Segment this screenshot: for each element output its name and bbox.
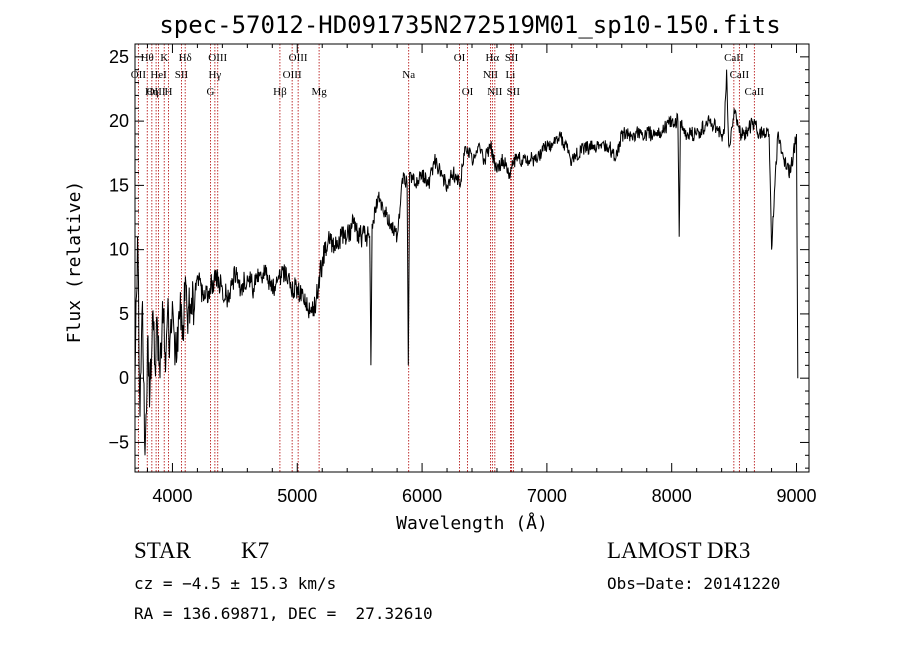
plot-frame — [134, 43, 810, 473]
y-tick-label: −5 — [108, 432, 129, 452]
x-tick-label: 9000 — [776, 486, 816, 506]
object-subclass: K7 — [241, 538, 270, 563]
line-label-4: OIII — [289, 52, 308, 64]
line-label-7: SII — [505, 52, 519, 64]
y-tick-label: 0 — [119, 368, 129, 388]
observation-date: Obs−Date: 20141220 — [607, 574, 781, 593]
line-label-9: OII — [131, 69, 147, 81]
line-label-18: OIII — [147, 86, 166, 98]
line-label-19: Hη — [145, 86, 159, 98]
series-line-0 — [134, 69, 799, 456]
object-class: STAR — [134, 538, 191, 563]
y-tick-label: 15 — [109, 175, 129, 195]
line-label-23: Mg — [311, 86, 327, 98]
line-label-6: Hα — [485, 52, 499, 64]
spectrum-series — [134, 69, 799, 456]
line-label-15: NII — [483, 69, 499, 81]
x-axis: 4000 5000 6000 7000 8000 9000 — [146, 44, 817, 506]
line-label-1: K — [160, 52, 168, 64]
y-tick-label: 10 — [109, 240, 129, 260]
line-label-11: SII — [175, 69, 189, 81]
survey-name: LAMOST DR3 — [607, 538, 751, 563]
line-label-17: CaII — [730, 69, 750, 81]
line-label-21: G — [207, 86, 215, 98]
y-tick-label: 25 — [109, 47, 129, 67]
y-tick-label: 5 — [119, 304, 129, 324]
x-tick-label: 6000 — [402, 486, 442, 506]
line-label-12: Hγ — [208, 69, 221, 81]
x-tick-label: 8000 — [652, 486, 692, 506]
line-label-3: OIII — [208, 52, 227, 64]
line-label-2: Hδ — [179, 52, 192, 64]
line-label-16: Li — [506, 69, 516, 81]
line-label-27: CaII — [745, 86, 765, 98]
line-label-26: SII — [507, 86, 521, 98]
line-label-10: HeI — [150, 69, 167, 81]
line-label-13: OIII — [283, 69, 302, 81]
line-label-8: CaII — [724, 52, 744, 64]
line-label-14: Na — [402, 69, 415, 81]
spectral-line-markers — [137, 44, 755, 472]
y-tick-label: 20 — [109, 111, 129, 131]
y-axis-label: Flux (relative) — [64, 181, 85, 344]
redshift-velocity: cz = −4.5 ± 15.3 km/s — [134, 574, 337, 593]
x-tick-label: 5000 — [277, 486, 317, 506]
spectral-line-labels: Hθ K Hδ OIII OIII OI Hα SII CaII OII HeI SII Hγ OIII N… — [131, 52, 765, 98]
x-tick-label: 4000 — [152, 486, 192, 506]
line-label-22: Hβ — [273, 86, 287, 98]
coordinates: RA = 136.69871, DEC = 27.32610 — [134, 604, 433, 623]
x-tick-label: 7000 — [527, 486, 567, 506]
chart-title: spec-57012-HD091735N272519M01_sp10-150.f… — [159, 11, 780, 39]
y-axis: −5 0 5 10 15 20 25 — [108, 43, 809, 469]
line-label-20: H — [164, 86, 172, 98]
line-label-25: NII — [487, 86, 503, 98]
line-label-24: OI — [462, 86, 474, 98]
line-label-5: OI — [454, 52, 466, 64]
x-axis-label: Wavelength (Å) — [396, 512, 548, 534]
line-label-0: Hθ — [141, 52, 154, 64]
